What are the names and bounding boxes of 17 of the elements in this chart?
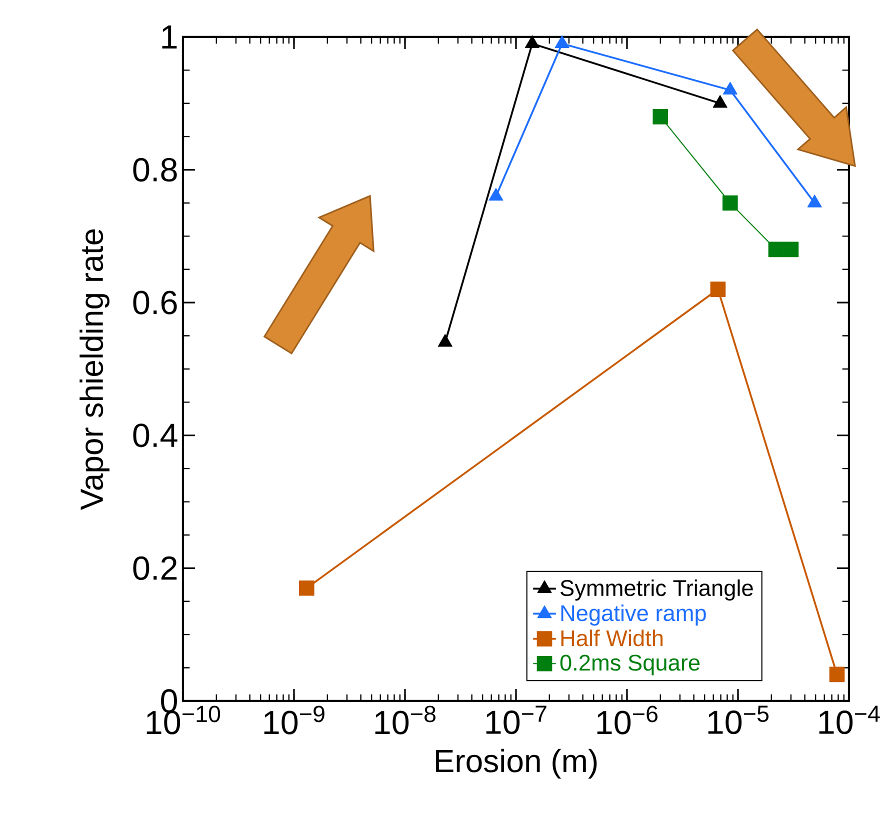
y-tick-label: 0.8	[133, 158, 177, 182]
x-tick-label: 10$^{−7}$	[486, 706, 546, 734]
x-tick-label: 10$^{−4}$	[819, 706, 880, 734]
legend-label: Half Width	[561, 630, 663, 646]
legend-label: Symmetric Triangle	[560, 579, 753, 601]
y-tick-label: 0.6	[133, 290, 177, 314]
y-tick-label: 0.2	[133, 556, 177, 580]
legend-label: 0.2ms Square	[560, 654, 700, 676]
x-axis-title: Erosion (m)	[436, 748, 597, 779]
x-tick-label: 10$^{−9}$	[264, 706, 324, 734]
x-tick-label: 10$^{−6}$	[597, 706, 658, 734]
legend-label: Negative ramp	[561, 604, 706, 626]
y-tick-label: 0.4	[133, 424, 178, 448]
y-axis-title: Vapor shielding rate	[80, 229, 110, 510]
x-tick-label: 10$^{−8}$	[375, 706, 436, 734]
x-tick-label: 10$^{−5}$	[708, 706, 769, 734]
y-tick-label: 1	[162, 26, 177, 48]
